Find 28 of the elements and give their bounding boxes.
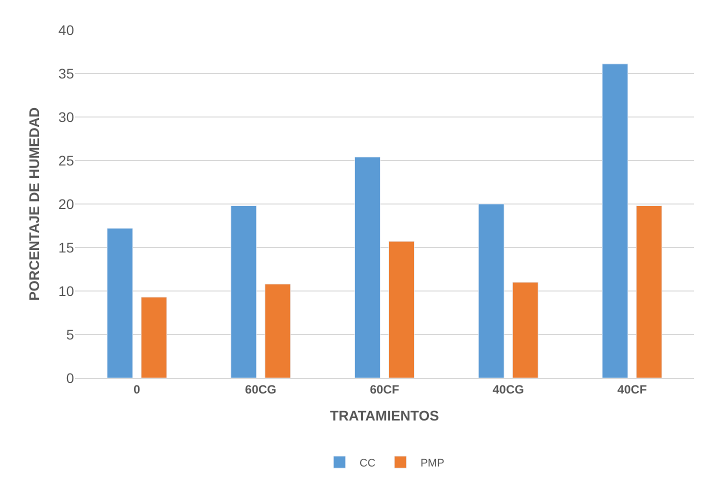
y-tick-label: 20 (58, 196, 74, 212)
y-tick-label: 30 (58, 108, 74, 125)
x-tick-label: 0 (134, 382, 141, 396)
bar (140, 296, 167, 378)
bar (388, 241, 415, 378)
y-tick-label: 0 (66, 370, 74, 386)
bar (264, 284, 291, 378)
legend-label: PMP (420, 457, 444, 470)
x-tick-label: 60CF (370, 382, 400, 396)
bar (106, 228, 133, 378)
y-tick-label: 5 (66, 326, 74, 342)
bar (354, 156, 380, 378)
bar (602, 64, 628, 378)
y-tick-label: 40 (58, 22, 74, 38)
legend-label: CC (360, 457, 376, 470)
x-axis-title: TRATAMIENTOS (330, 408, 439, 424)
x-tick-label: 40CG (492, 382, 524, 396)
bar (512, 282, 538, 378)
bar (478, 204, 504, 378)
y-axis-title: PORCENTAJE DE HUMEDAD (26, 107, 42, 301)
y-tick-label: 10 (58, 282, 74, 299)
y-tick-label: 25 (58, 152, 74, 168)
y-tick-label: 35 (58, 65, 74, 82)
y-tick-label: 15 (58, 239, 74, 256)
bar (636, 205, 662, 378)
x-tick-label: 60CG (245, 382, 276, 396)
x-tick-label: 40CF (617, 382, 647, 396)
bar (230, 205, 257, 378)
